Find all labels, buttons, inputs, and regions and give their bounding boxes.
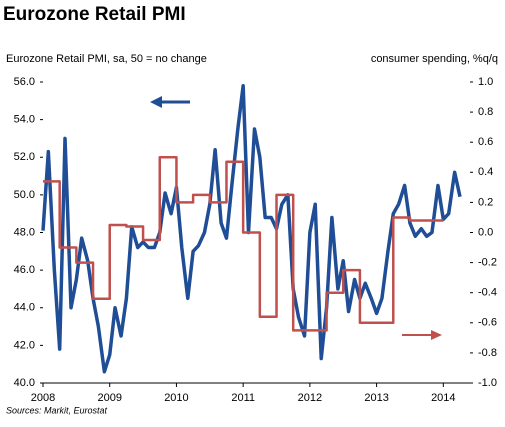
y2-tick-label: -0.2	[478, 257, 497, 269]
y-tick-label: 42.0	[14, 339, 35, 351]
y2-tick-label: 0.2	[478, 196, 493, 208]
x-tick-label: 2012	[298, 392, 322, 404]
x-tick-label: 2014	[431, 392, 455, 404]
y-tick-label: 46.0	[14, 264, 35, 276]
y2-tick-label: -0.4	[478, 287, 497, 299]
y2-tick-label: -0.6	[478, 317, 497, 329]
chart-title: Eurozone Retail PMI	[3, 4, 186, 25]
left-arrow	[150, 96, 190, 108]
y-tick-label: 48.0	[14, 226, 35, 238]
y2-tick-label: -0.8	[478, 347, 497, 359]
x-tick-label: 2011	[231, 392, 255, 404]
y-axis-label: Eurozone Retail PMI, sa, 50 = no change	[6, 53, 207, 65]
right-arrow	[402, 330, 442, 340]
y-tick-label: 56.0	[14, 76, 35, 88]
x-tick-label: 2009	[97, 392, 121, 404]
y2-tick-label: 0.4	[478, 166, 493, 178]
x-tick-label: 2008	[31, 392, 55, 404]
y2-axis-label: consumer spending, %q/q	[371, 53, 498, 65]
y2-tick-label: 0.8	[478, 106, 493, 118]
y-tick-label: 44.0	[14, 302, 35, 314]
y2-tick-label: 1.0	[478, 76, 493, 88]
y-tick-label: 40.0	[14, 377, 35, 389]
y2-tick-label: 0.0	[478, 226, 493, 238]
y-tick-label: 50.0	[14, 189, 35, 201]
series-line	[41, 84, 462, 374]
source: Sources: Markit, Eurostat	[6, 405, 108, 415]
series-line	[43, 156, 444, 332]
y-tick-label: 54.0	[14, 114, 35, 126]
x-tick-label: 2013	[364, 392, 388, 404]
y2-tick-label: -1.0	[478, 377, 497, 389]
y-tick-label: 52.0	[14, 151, 35, 163]
x-tick-label: 2010	[164, 392, 188, 404]
y2-tick-label: 0.6	[478, 136, 493, 148]
